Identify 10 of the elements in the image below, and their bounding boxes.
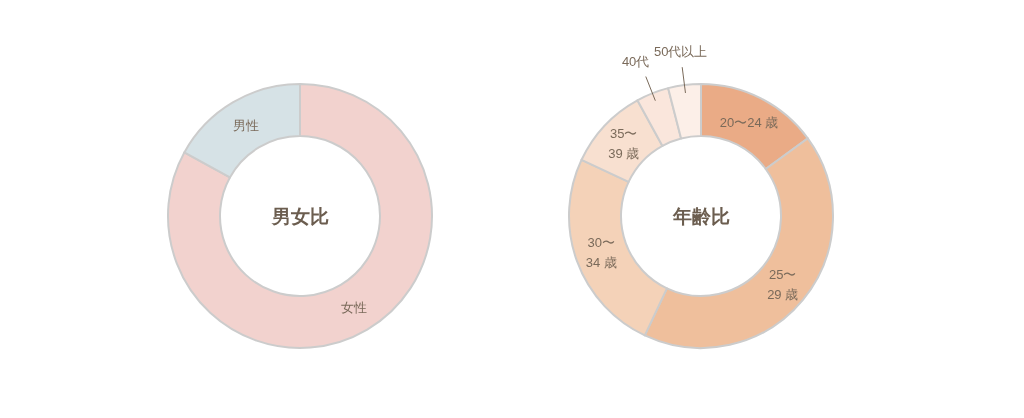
slice-label: 50代以上 <box>653 43 708 59</box>
slice-label: 女性 <box>340 299 367 315</box>
text: 年齢比 <box>671 205 730 227</box>
slice-label: 男性 <box>233 117 260 133</box>
slice-label: 25〜 29 歳 <box>767 266 799 302</box>
slice-label: 40代 <box>621 53 650 69</box>
slice-label: 30〜 34 歳 <box>585 234 617 270</box>
slice-label: 35〜 39 歳 <box>608 125 640 161</box>
slice-label: 20〜24 歳 <box>719 114 779 130</box>
text: 男女比 <box>270 205 329 227</box>
